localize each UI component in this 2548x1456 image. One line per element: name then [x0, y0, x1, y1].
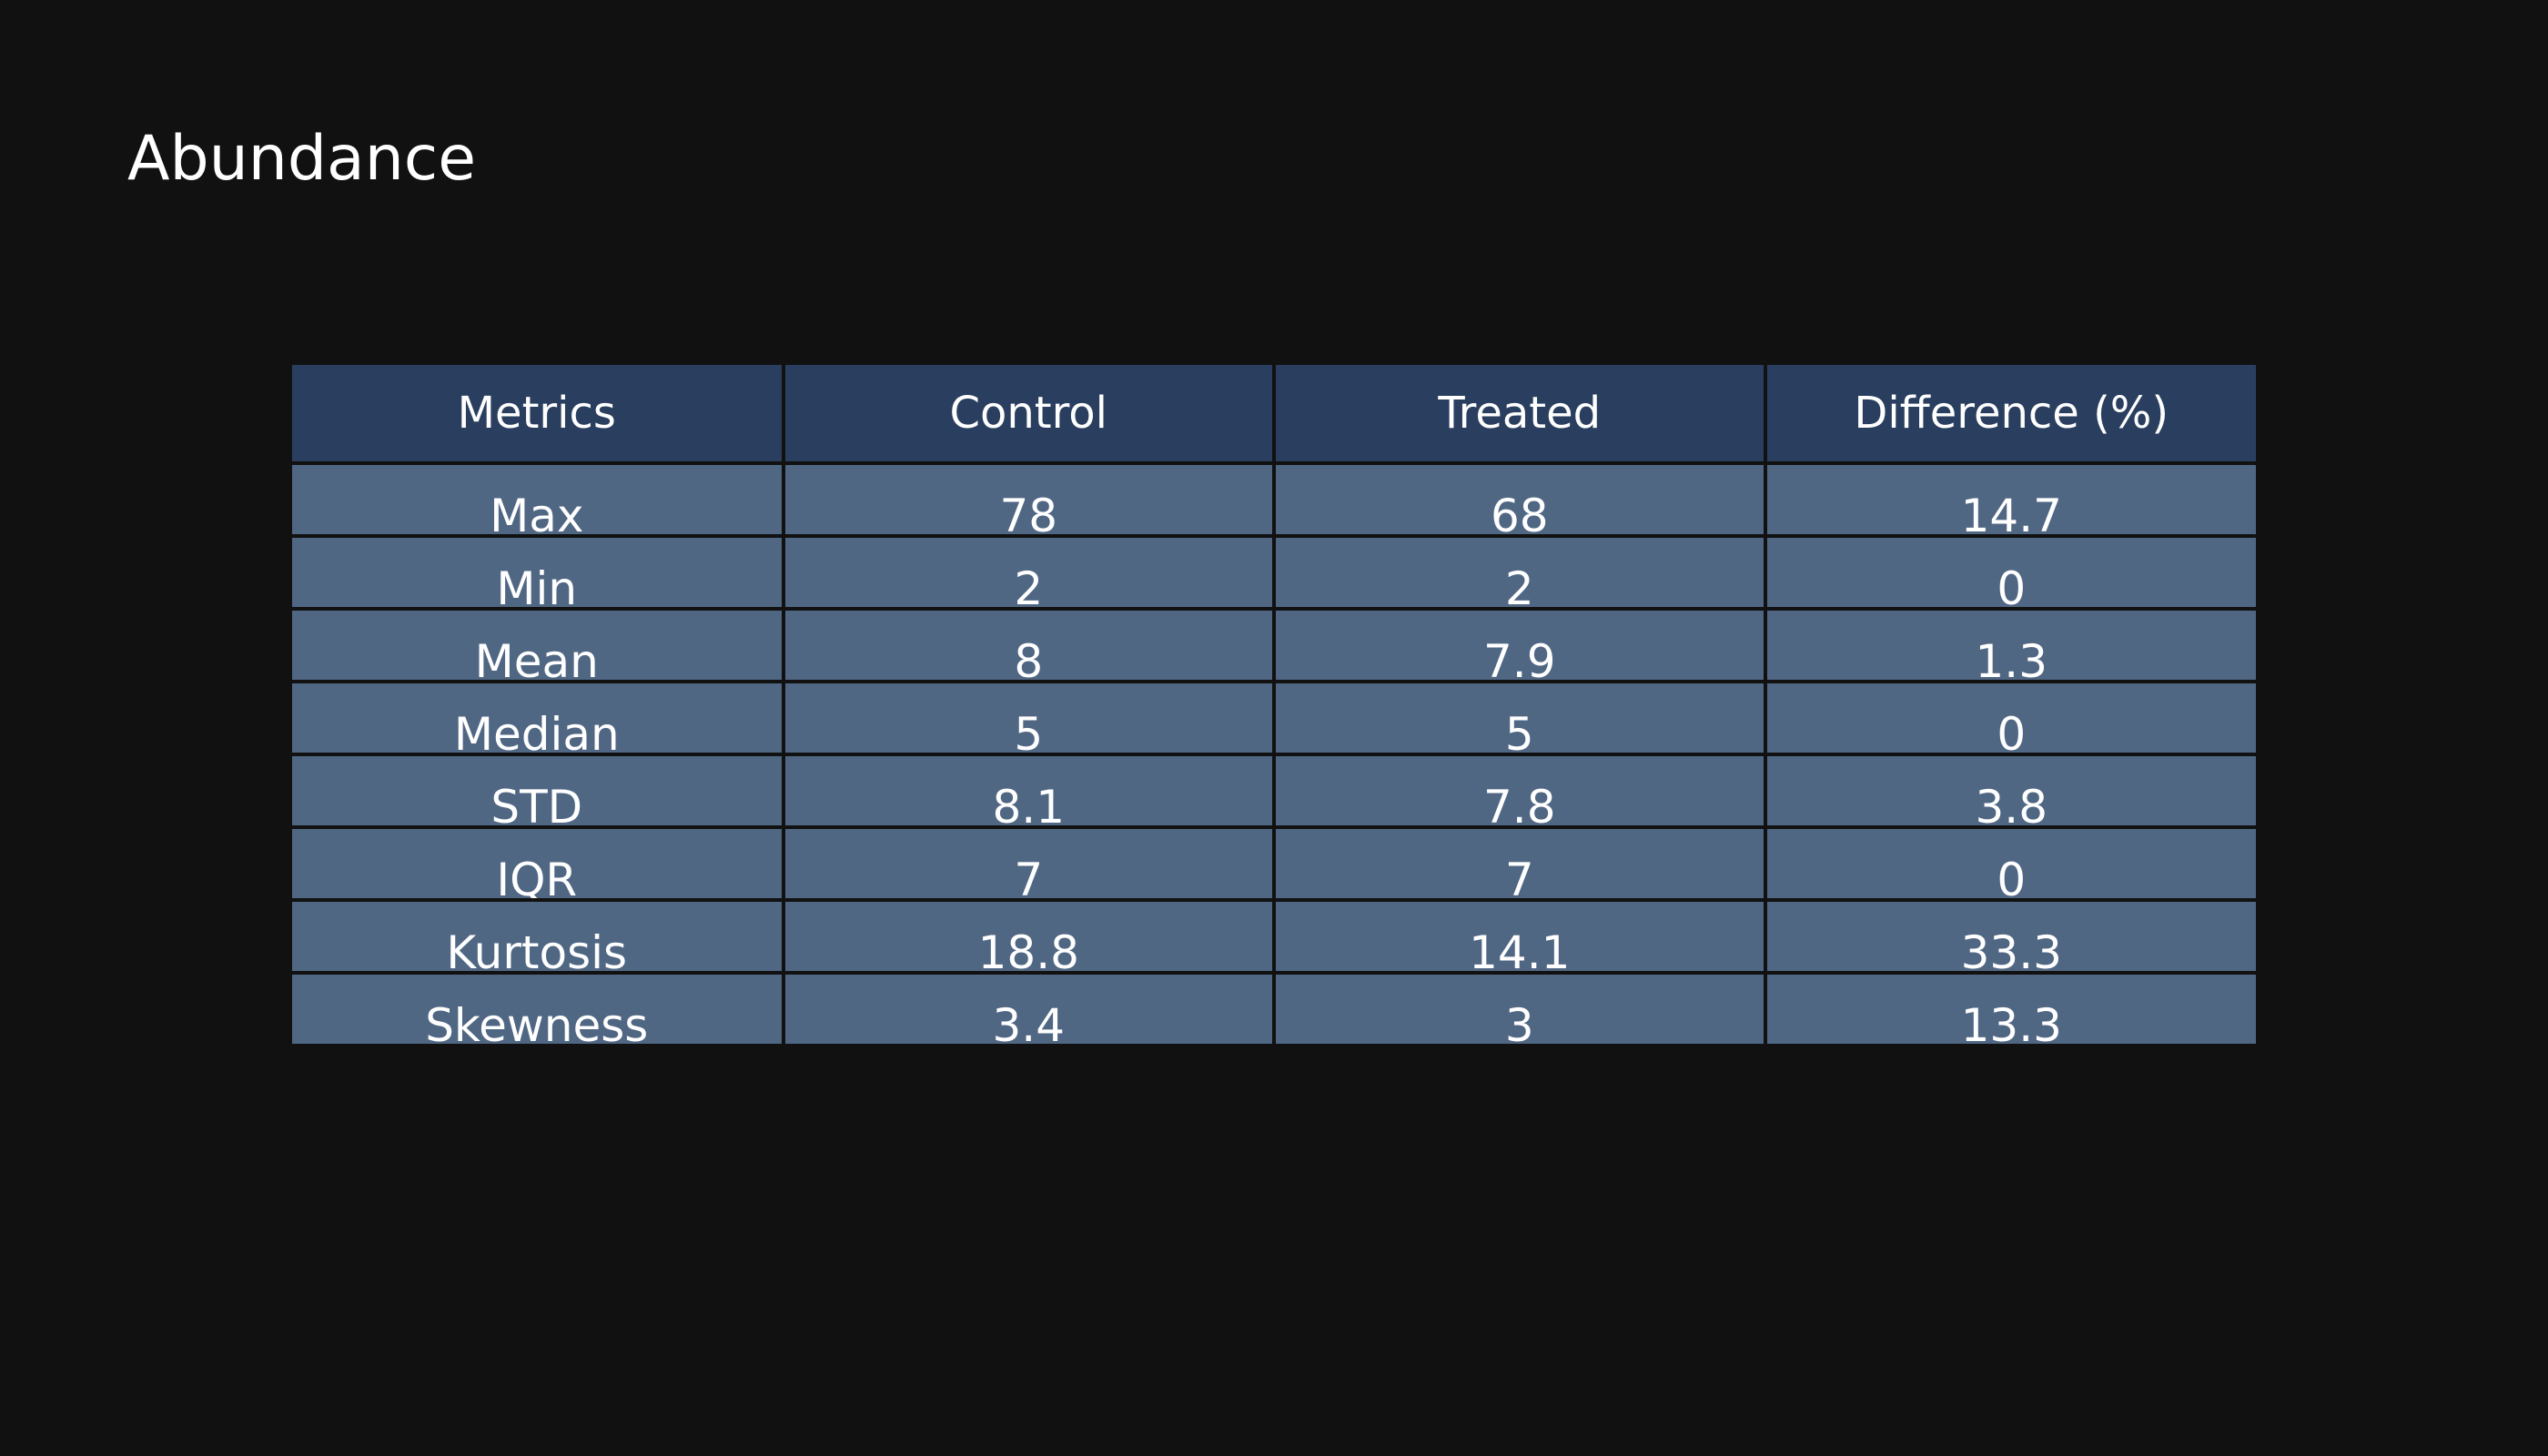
table-cell: 7.8: [1272, 753, 1767, 829]
cell-value: 18.8: [977, 926, 1079, 973]
table-cell: 0: [1763, 680, 2256, 756]
metric-label-cell: IQR: [292, 825, 785, 902]
table-cell: 78: [781, 461, 1276, 538]
cell-value: 33.3: [1960, 926, 2062, 973]
column-header: Difference (%): [1763, 365, 2256, 465]
chart-title: Abundance: [127, 123, 477, 195]
cell-value: 8.1: [992, 781, 1066, 827]
table-cell: 3.8: [1763, 753, 2256, 829]
cell-value: 7.9: [1482, 635, 1556, 682]
metric-label-cell: Skewness: [292, 971, 785, 1044]
cell-value: 78: [999, 490, 1058, 536]
table-cell: 14.7: [1763, 461, 2256, 538]
table-cell: 18.8: [781, 898, 1276, 975]
column-header: Control: [781, 365, 1276, 465]
metric-label-cell: Min: [292, 534, 785, 611]
table-row: Max 78 68 14.7: [292, 461, 2256, 538]
metric-label: IQR: [496, 854, 578, 900]
cell-value: 0: [1997, 854, 2027, 900]
metric-label: Min: [496, 562, 578, 609]
table-header-row: Metrics Control Treated Difference (%): [292, 365, 2256, 465]
metric-label: Max: [490, 490, 584, 536]
metrics-table: Metrics Control Treated Difference (%) Max 7…: [292, 365, 2256, 1044]
table-cell: 8: [781, 607, 1276, 683]
cell-value: 5: [1504, 708, 1534, 754]
metric-label: Mean: [474, 635, 599, 682]
table-row: STD 8.1 7.8 3.8: [292, 753, 2256, 829]
cell-value: 2: [1014, 562, 1044, 609]
cell-value: 2: [1504, 562, 1534, 609]
cell-value: 68: [1490, 490, 1549, 536]
cell-value: 1.3: [1975, 635, 2048, 682]
table-cell: 1.3: [1763, 607, 2256, 683]
cell-value: 0: [1997, 562, 2027, 609]
table-row: Median 5 5 0: [292, 680, 2256, 756]
table-cell: 5: [1272, 680, 1767, 756]
table-cell: 3: [1272, 971, 1767, 1044]
table-body: Max 78 68 14.7 Min 2 2 0 Mean 8 7.9 1.3 Median 5 5 0 STD…: [292, 461, 2256, 1044]
table-cell: 3.4: [781, 971, 1276, 1044]
cell-value: 14.7: [1960, 490, 2062, 536]
cell-value: 5: [1014, 708, 1044, 754]
cell-value: 7: [1014, 854, 1044, 900]
column-header: Treated: [1272, 365, 1767, 465]
table-cell: 14.1: [1272, 898, 1767, 975]
column-header: Metrics: [292, 365, 785, 465]
metric-label: STD: [490, 781, 583, 827]
table-cell: 68: [1272, 461, 1767, 538]
table-cell: 8.1: [781, 753, 1276, 829]
cell-value: 3.8: [1975, 781, 2048, 827]
cell-value: 3: [1504, 999, 1534, 1044]
cell-value: 13.3: [1960, 999, 2062, 1044]
cell-value: 7.8: [1482, 781, 1556, 827]
cell-value: 3.4: [992, 999, 1066, 1044]
metric-label-cell: Median: [292, 680, 785, 756]
table-cell: 5: [781, 680, 1276, 756]
metric-label-cell: Kurtosis: [292, 898, 785, 975]
table-cell: 7.9: [1272, 607, 1767, 683]
metric-label-cell: Mean: [292, 607, 785, 683]
metric-label: Kurtosis: [446, 926, 628, 973]
table-cell: 0: [1763, 825, 2256, 902]
table-row: IQR 7 7 0: [292, 825, 2256, 902]
metric-label: Skewness: [425, 999, 649, 1044]
cell-value: 8: [1014, 635, 1044, 682]
table-row: Min 2 2 0: [292, 534, 2256, 611]
cell-value: 14.1: [1469, 926, 1571, 973]
table-row: Mean 8 7.9 1.3: [292, 607, 2256, 683]
metric-label-cell: Max: [292, 461, 785, 538]
table-cell: 2: [1272, 534, 1767, 611]
table-row: Skewness 3.4 3 13.3: [292, 971, 2256, 1044]
table-cell: 7: [781, 825, 1276, 902]
table-row: Kurtosis 18.8 14.1 33.3: [292, 898, 2256, 975]
metric-label-cell: STD: [292, 753, 785, 829]
metric-label: Median: [453, 708, 620, 754]
table-cell: 33.3: [1763, 898, 2256, 975]
table-cell: 0: [1763, 534, 2256, 611]
cell-value: 0: [1997, 708, 2027, 754]
table-cell: 2: [781, 534, 1276, 611]
cell-value: 7: [1504, 854, 1534, 900]
table-cell: 7: [1272, 825, 1767, 902]
table-cell: 13.3: [1763, 971, 2256, 1044]
